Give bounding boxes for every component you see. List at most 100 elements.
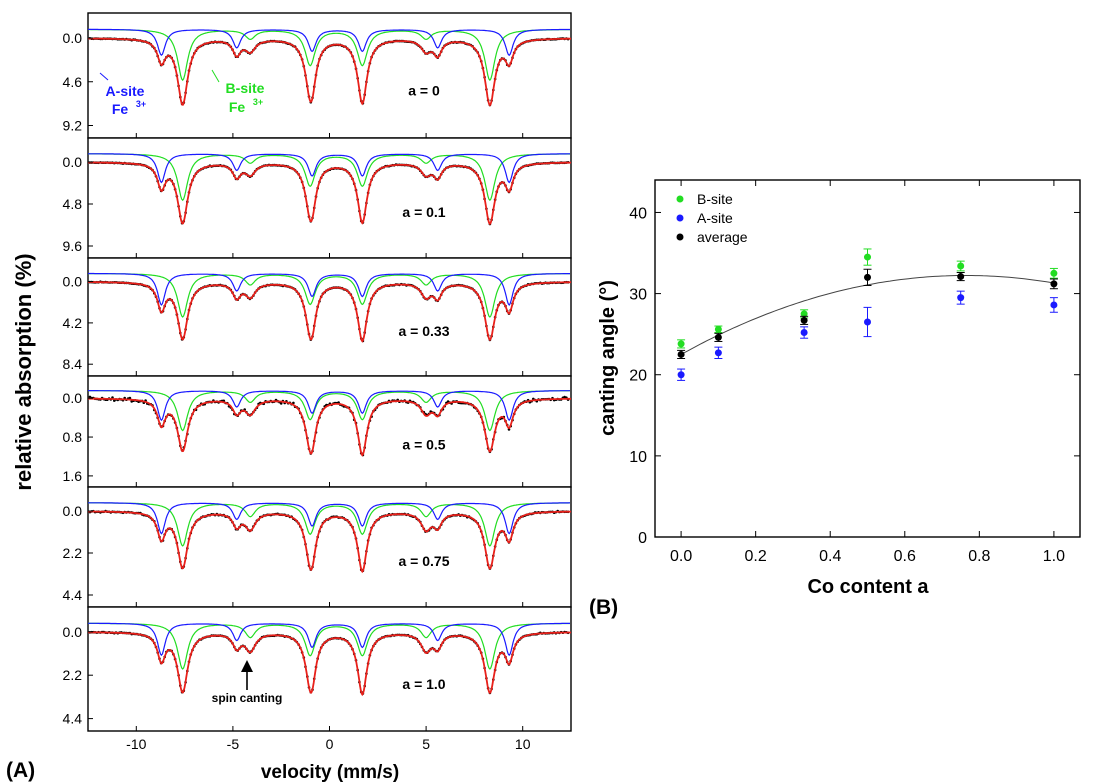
a-site-subspectrum (88, 153, 570, 184)
y-tick-label: 4.6 (63, 74, 83, 90)
data-point-b-site (864, 253, 871, 261)
a-site-subspectrum (88, 622, 570, 657)
x-axis-title: velocity (mm/s) (261, 762, 399, 783)
y-tick-label: 9.2 (63, 118, 83, 134)
fit-curve (88, 510, 571, 574)
fit-curve (88, 37, 571, 107)
x-tick-label: -5 (227, 736, 240, 752)
x-tick-label: 0.0 (670, 548, 692, 565)
x-tick-label: 10 (515, 736, 531, 752)
a-site-subspectrum (88, 390, 570, 422)
data-point-average (677, 350, 685, 358)
x-axis-title: Co content a (807, 576, 929, 598)
a-site-subspectrum (88, 28, 570, 57)
y-tick-label: 9.6 (63, 238, 83, 254)
spin-canting-arrowhead (241, 660, 253, 672)
y-axis-title: canting angle (°) (597, 280, 619, 436)
data-point-a-site (1050, 301, 1058, 309)
y-tick-label: 2.2 (63, 667, 83, 683)
y-tick-label: 4.4 (63, 711, 83, 727)
data-point-average (957, 273, 965, 281)
data-point-a-site (864, 318, 871, 326)
data-point-b-site (1050, 269, 1058, 277)
y-tick-label: 0.0 (63, 503, 83, 519)
data-point (279, 402, 283, 405)
y-tick-label: 0.0 (63, 390, 83, 406)
y-tick-label: 4.4 (63, 587, 83, 603)
panel-a-label: (A) (6, 759, 35, 782)
spectrum-panel-5: 0.0 2.2 4.4 a = 1.0 (63, 606, 572, 732)
spectrum-panel-0: 0.0 4.6 9.2 a = 0 (63, 12, 572, 139)
b-site-pointer (211, 69, 220, 83)
b-site-fe-annotation: Fe (229, 99, 246, 115)
y-tick-label: 40 (629, 205, 647, 222)
spectrum-panel-2: 0.0 4.2 8.4 a = 0.33 (63, 257, 572, 377)
b-site-subspectrum (88, 390, 570, 432)
y-tick-label: 8.4 (63, 356, 83, 372)
legend-marker (676, 233, 684, 241)
legend-marker (676, 195, 684, 203)
data-point-b-site (677, 340, 685, 348)
b-site-subspectrum (88, 622, 570, 670)
y-tick-label: 0.0 (63, 274, 83, 290)
canting-panel: 0.0 0.2 0.4 0.6 0.8 1.0 0 10 20 30 40 B-site A-site a… (629, 179, 1081, 565)
data-point-a-site (957, 294, 965, 302)
y-tick-label: 0.0 (63, 154, 83, 170)
b-site-subspectrum (88, 273, 570, 318)
x-tick-label: 0 (326, 736, 334, 752)
y-tick-label: 30 (629, 287, 647, 304)
y-tick-label: 0.0 (63, 624, 83, 640)
data-point-average (714, 333, 722, 341)
x-tick-label: 1.0 (1043, 548, 1065, 565)
b-site-subspectrum (88, 502, 570, 547)
spectrum-label: a = 0 (408, 83, 440, 99)
spectrum-label: a = 0.1 (402, 204, 445, 220)
data-point-a-site (677, 371, 685, 379)
y-tick-label: 1.6 (63, 468, 83, 484)
x-tick-label: 0.2 (745, 548, 767, 565)
fit-curve (88, 161, 571, 226)
x-tick-label: -10 (126, 736, 146, 752)
legend-label: B-site (697, 191, 733, 207)
y-tick-label: 0.0 (63, 30, 83, 46)
data-point-average (800, 316, 808, 324)
y-tick-label: 0 (638, 530, 647, 547)
data-point-average (1050, 280, 1058, 288)
x-tick-label: 5 (422, 736, 430, 752)
spectrum-label: a = 0.75 (399, 553, 450, 569)
y-axis-title: relative absorption (%) (11, 253, 36, 490)
spectrum-label: a = 0.33 (399, 323, 450, 339)
a-site-subspectrum (88, 272, 570, 307)
a-site-fe-annotation: Fe (112, 101, 129, 117)
b-site-subspectrum (88, 153, 570, 202)
data-point-a-site (714, 349, 722, 357)
b-site-annotation: B-site (226, 80, 265, 96)
spectrum-panel-3: 0.0 0.8 1.6 a = 0.5 (63, 375, 572, 488)
fit-curve (88, 281, 571, 343)
legend-marker (676, 214, 684, 222)
y-tick-label: 2.2 (63, 545, 83, 561)
fit-curve (87, 397, 571, 457)
y-tick-label: 4.8 (63, 196, 83, 212)
a-site-pointer (99, 72, 109, 81)
y-tick-label: 4.2 (63, 315, 83, 331)
a-site-charge-annotation: 3+ (136, 99, 146, 109)
x-tick-label: 0.6 (894, 548, 916, 565)
y-tick-label: 20 (629, 368, 647, 385)
spin-canting-annotation: spin canting (212, 691, 283, 705)
data-point-b-site (800, 310, 808, 318)
x-tick-label: 0.8 (968, 548, 990, 565)
data-point-b-site (957, 262, 965, 270)
x-tick-label: 0.4 (819, 548, 841, 565)
y-tick-label: 10 (629, 449, 647, 466)
canting-frame (654, 179, 1081, 538)
y-tick-label: 0.8 (63, 429, 83, 445)
spectrum-panel-1: 0.0 4.8 9.6 a = 0.1 (63, 137, 572, 259)
spectrum-label: a = 1.0 (402, 676, 445, 692)
fit-curve (88, 631, 571, 697)
data-point-b-site (714, 325, 722, 333)
legend-label: A-site (697, 210, 733, 226)
legend-label: average (697, 229, 748, 245)
data-point-average (864, 273, 871, 281)
